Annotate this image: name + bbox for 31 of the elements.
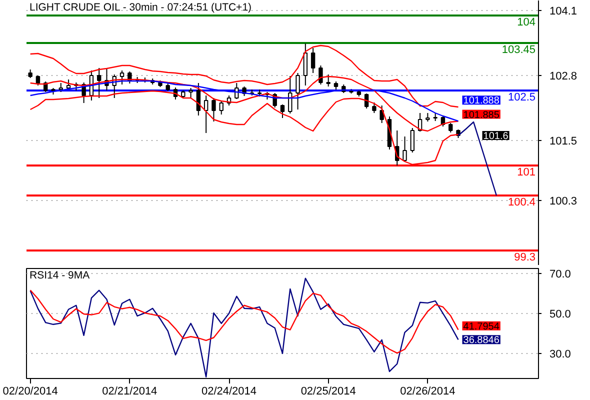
- x-tick-label: 02/24/2014: [201, 386, 257, 398]
- candlestick: [303, 43, 308, 86]
- x-tick-label: 02/21/2014: [102, 386, 158, 398]
- x-tick-label: 02/25/2014: [300, 386, 356, 398]
- data-label: 101.885: [463, 110, 500, 121]
- candlestick: [310, 48, 316, 74]
- ref-line-label: 99.3: [514, 252, 536, 264]
- x-tick-label: 02/20/2014: [2, 386, 58, 398]
- ref-line-label: 101: [517, 166, 536, 178]
- data-label: 101.888: [463, 96, 500, 107]
- x-tick-label: 02/26/2014: [400, 386, 456, 398]
- line-series: [30, 290, 459, 354]
- y-tick-label: 30.0: [550, 348, 571, 360]
- chart-title: LIGHT CRUDE OIL - 30min - 07:24:51 (UTC+1): [30, 2, 252, 14]
- ref-line-label: 103.45: [502, 44, 536, 56]
- y-tick-label: 50.0: [550, 308, 571, 320]
- data-label: 41.7954: [463, 321, 500, 332]
- candlestick: [204, 95, 208, 134]
- text: 101.6: [483, 131, 508, 142]
- y-tick-label: 101.5: [550, 136, 578, 148]
- y-tick-label: 104.1: [550, 6, 578, 18]
- y-tick-label: 70.0: [550, 268, 571, 280]
- chart-title: RSI14 - 9MA: [30, 270, 90, 282]
- y-tick-label: 102.8: [550, 70, 578, 82]
- ref-line-label: 104: [517, 16, 536, 28]
- data-label: 36.8846: [463, 335, 500, 346]
- y-tick-label: 100.3: [550, 196, 578, 208]
- ref-line-label: 102.5: [508, 92, 536, 104]
- ref-line-label: 100.4: [508, 196, 536, 208]
- line-series: [30, 278, 459, 378]
- line-series: [30, 44, 459, 108]
